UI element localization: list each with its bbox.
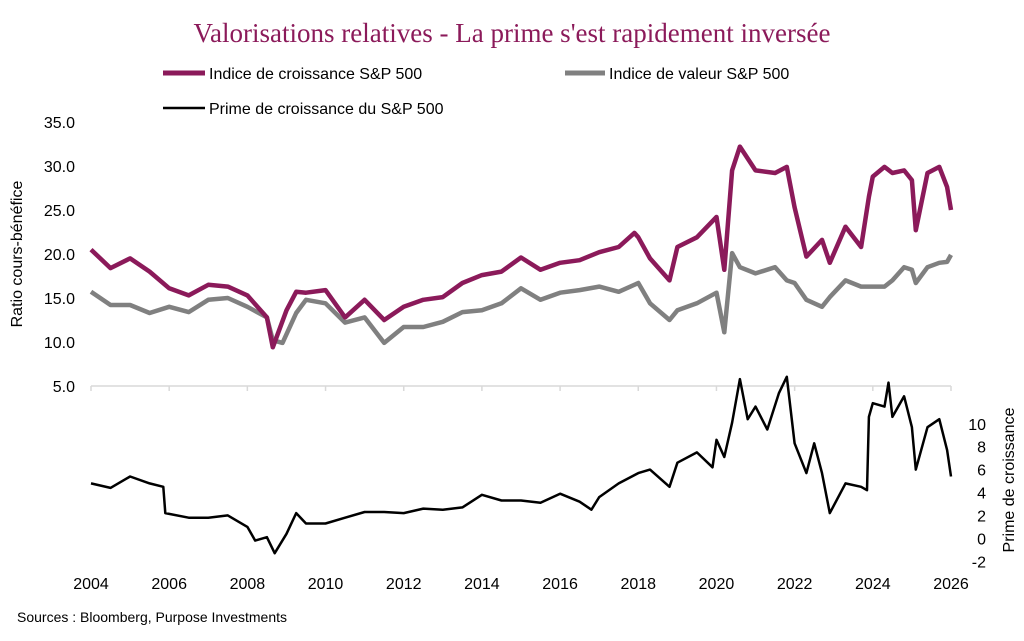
legend-label-growth: Indice de croissance S&P 500 <box>209 66 422 83</box>
y-axis-label: Ratio cours-bénéfice <box>9 181 26 328</box>
y2-axis-label: Prime de croissance <box>1001 407 1018 552</box>
y-tick-label: 35.0 <box>44 115 75 132</box>
y2-tick-label: 0 <box>977 531 986 548</box>
x-tick-label: 2008 <box>230 576 266 593</box>
series-line-growth <box>89 144 954 350</box>
y-tick-label: 5.0 <box>53 379 75 396</box>
series-lines <box>89 144 954 555</box>
x-tick-label: 2010 <box>308 576 344 593</box>
y2-tick-label: -2 <box>972 554 986 571</box>
x-tick-label: 2022 <box>777 576 813 593</box>
y2-tick-label: 10 <box>968 417 986 434</box>
y-tick-label: 25.0 <box>44 203 75 220</box>
x-tick-label: 2026 <box>933 576 969 593</box>
y2-tick-label: 8 <box>977 440 986 457</box>
legend-label-value: Indice de valeur S&P 500 <box>609 66 789 83</box>
legend: Indice de croissance S&P 500 Indice de v… <box>163 66 789 118</box>
x-tick-label: 2014 <box>464 576 500 593</box>
y2-tick-label: 2 <box>977 508 986 525</box>
legend-label-premium: Prime de croissance du S&P 500 <box>209 101 444 118</box>
x-tick-label: 2012 <box>386 576 422 593</box>
x-tick-label: 2020 <box>699 576 735 593</box>
x-tick-label: 2024 <box>855 576 891 593</box>
series-line-value <box>89 250 953 346</box>
y-tick-label: 10.0 <box>44 335 75 352</box>
chart-title: Valorisations relatives - La prime s'est… <box>194 18 831 48</box>
series-line-premium <box>90 375 953 555</box>
x-tick-label: 2018 <box>620 576 656 593</box>
x-tick-label: 2006 <box>151 576 187 593</box>
y-tick-label: 30.0 <box>44 159 75 176</box>
axes: 2004 2006 2008 2010 2012 2014 2016 2018 2020 2022… <box>44 115 986 593</box>
source-note: Sources : Bloomberg, Purpose Investments <box>17 609 287 625</box>
x-tick-label: 2004 <box>73 576 109 593</box>
y-tick-label: 20.0 <box>44 247 75 264</box>
y2-tick-label: 4 <box>977 486 986 503</box>
y-tick-label: 15.0 <box>44 291 75 308</box>
y2-tick-label: 6 <box>977 463 986 480</box>
x-tick-label: 2016 <box>542 576 578 593</box>
